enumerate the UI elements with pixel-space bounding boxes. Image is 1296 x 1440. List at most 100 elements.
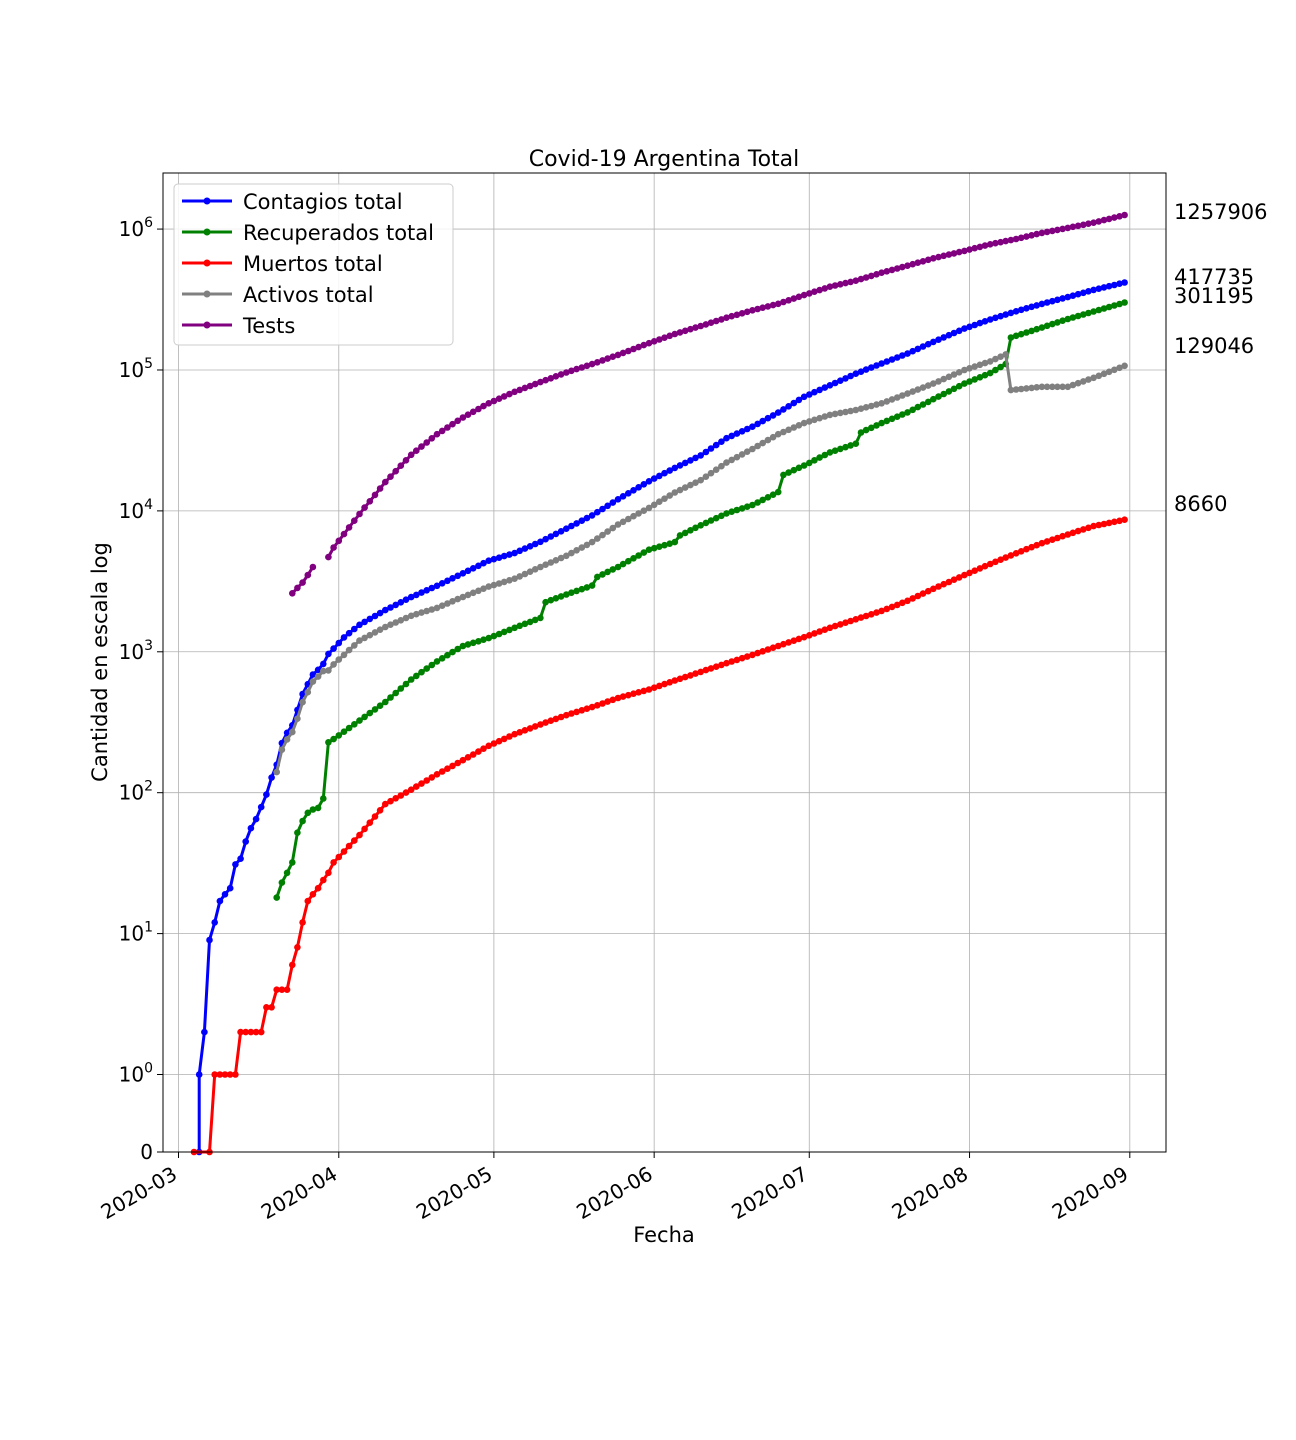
- data-point: [733, 506, 741, 514]
- y-tick-label: 102: [119, 779, 153, 805]
- data-point: [1002, 554, 1009, 561]
- data-point: [873, 362, 880, 369]
- data-point: [1002, 237, 1009, 245]
- data-point: [1090, 374, 1097, 382]
- data-point: [656, 472, 663, 480]
- data-point: [1074, 527, 1082, 535]
- data-point: [237, 855, 244, 862]
- data-point: [666, 332, 673, 340]
- data-point: [692, 479, 699, 487]
- data-point: [382, 606, 389, 614]
- data-point: [971, 363, 978, 370]
- data-point: [821, 451, 829, 459]
- data-point: [542, 535, 549, 543]
- data-point: [361, 618, 368, 626]
- data-point: [495, 630, 503, 638]
- data-point: [940, 334, 947, 341]
- data-point: [356, 621, 363, 629]
- data-point: [526, 568, 534, 575]
- data-point: [289, 961, 296, 969]
- data-point: [444, 600, 451, 607]
- legend-label: Contagios total: [243, 190, 403, 214]
- data-point: [330, 661, 337, 668]
- data-point: [671, 538, 679, 546]
- data-point: [831, 379, 839, 387]
- data-point: [1017, 330, 1025, 338]
- data-point: [351, 517, 358, 524]
- data-point: [899, 352, 906, 359]
- data-point: [299, 698, 306, 706]
- data-point: [940, 390, 947, 398]
- data-point: [857, 275, 865, 283]
- data-point: [1007, 334, 1015, 341]
- data-point: [283, 729, 291, 737]
- data-point: [252, 1028, 260, 1036]
- data-point: [837, 409, 844, 417]
- data-point: [976, 374, 984, 381]
- data-point: [402, 596, 410, 603]
- data-point: [1054, 296, 1061, 304]
- data-point: [1028, 384, 1035, 392]
- data-point: [444, 765, 451, 772]
- data-point: [811, 457, 818, 464]
- data-point: [826, 411, 834, 419]
- data-point: [764, 414, 772, 422]
- data-point: [1059, 225, 1066, 233]
- data-point: [273, 768, 281, 776]
- data-point: [563, 369, 570, 376]
- data-point: [790, 399, 798, 407]
- data-point: [382, 623, 389, 631]
- data-point: [609, 696, 617, 704]
- data-point: [511, 575, 518, 582]
- data-point: [785, 297, 792, 304]
- data-point: [945, 251, 953, 258]
- data-point: [407, 786, 415, 793]
- data-point: [692, 670, 699, 677]
- data-point: [221, 891, 229, 898]
- data-point: [769, 644, 777, 651]
- data-point: [599, 700, 606, 707]
- data-point: [320, 660, 327, 668]
- data-point: [609, 566, 617, 573]
- data-point: [588, 360, 596, 368]
- data-point: [811, 416, 818, 424]
- data-point: [1100, 370, 1108, 378]
- data-point: [1059, 383, 1066, 391]
- data-point: [552, 595, 560, 602]
- data-point: [914, 403, 922, 411]
- data-point: [1054, 319, 1061, 326]
- data-point: [387, 797, 394, 805]
- data-point: [774, 300, 782, 308]
- data-point: [206, 936, 213, 944]
- x-tick-label: 2020-04: [257, 1162, 341, 1225]
- data-point: [800, 393, 808, 401]
- data-point: [444, 424, 451, 431]
- data-point: [438, 580, 446, 587]
- data-point: [759, 648, 766, 655]
- data-point: [821, 626, 829, 633]
- data-point: [749, 501, 756, 509]
- data-point: [935, 336, 942, 344]
- data-point: [1023, 545, 1030, 553]
- data-point: [780, 471, 787, 479]
- data-point: [702, 473, 710, 481]
- data-point: [888, 356, 896, 363]
- data-point: [955, 369, 963, 376]
- data-point: [780, 640, 787, 648]
- data-point: [862, 612, 870, 620]
- data-point: [847, 407, 854, 415]
- data-point: [464, 411, 472, 419]
- data-point: [1012, 308, 1020, 315]
- data-point: [676, 462, 684, 469]
- data-point: [588, 512, 596, 519]
- data-point: [1064, 383, 1072, 391]
- data-point: [992, 366, 999, 374]
- data-point: [299, 817, 306, 825]
- data-point: [232, 1071, 239, 1078]
- data-point: [1023, 305, 1030, 312]
- data-point: [599, 357, 606, 364]
- data-point: [1049, 297, 1056, 305]
- data-point: [1043, 228, 1051, 236]
- data-point: [594, 359, 601, 366]
- data-point: [547, 375, 555, 382]
